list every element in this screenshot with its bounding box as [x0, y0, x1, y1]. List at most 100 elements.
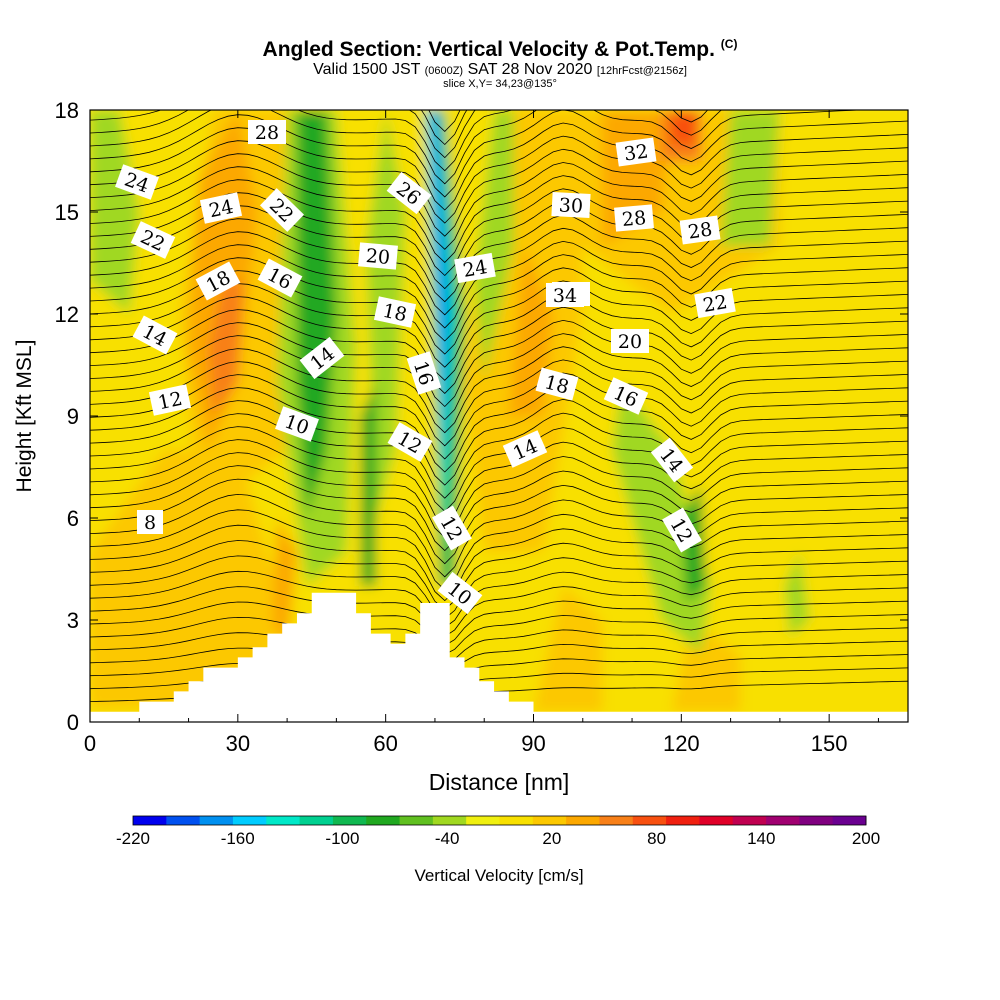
colorbar-swatch [532, 816, 567, 825]
colorbar-swatch [466, 816, 500, 825]
theta-contour-31 [90, 254, 908, 342]
contour-label-box [406, 351, 442, 395]
axis-ticks [89, 109, 908, 723]
theta-contour-43 [90, 110, 867, 185]
contour-label-box [615, 137, 657, 167]
contour-label: 24 [199, 192, 243, 224]
chart-subtitle: Valid 1500 JST (0600Z) SAT 28 Nov 2020 [… [0, 61, 1000, 79]
contour-label: 22 [694, 287, 736, 319]
colorbar-swatch [432, 816, 467, 825]
colorbar-swatch [366, 816, 401, 825]
y-tick-label: 18 [55, 98, 79, 123]
valid-time: Valid 1500 JST [313, 61, 421, 78]
theta-contour-44 [90, 110, 723, 172]
theta-contour-39 [90, 148, 908, 237]
contour-label-box [373, 296, 417, 328]
colorbar-swatch [732, 816, 767, 825]
theta-contour-17 [90, 439, 908, 525]
contour-label-text: 30 [558, 194, 583, 217]
theta-contour-19 [90, 412, 908, 499]
x-tick-label: 0 [84, 731, 96, 756]
contour-label-text: 8 [144, 512, 156, 534]
downdraft-upper-left [90, 110, 140, 314]
contour-label-text: 20 [618, 331, 642, 353]
theta-contour-26 [90, 319, 908, 408]
theta-contour-16 [90, 452, 908, 539]
updraft-max-top [671, 110, 697, 144]
theta-contour-42 [90, 110, 908, 198]
vertical-velocity-field [90, 110, 908, 722]
x-axis-label: Distance [nm] [429, 769, 570, 795]
contour-label: 28 [614, 204, 654, 232]
theta-contour-14 [90, 478, 908, 565]
theta-contour-38 [90, 162, 908, 250]
colorbar-swatch [299, 816, 334, 825]
theta-contour-41 [90, 122, 908, 211]
terrain-polygon [90, 592, 908, 722]
colorbar-swatch [699, 816, 734, 825]
x-tick-labels: 0 30 60 90 120 150 [84, 731, 848, 756]
y-tick-label: 12 [55, 302, 79, 327]
y-tick-label: 15 [55, 200, 79, 225]
contour-label: 18 [373, 296, 417, 328]
contour-label-text: 28 [621, 207, 647, 231]
contour-label: 20 [611, 329, 649, 353]
contour-label-box [259, 188, 305, 232]
utc-time: (0600Z) [424, 65, 464, 77]
theta-contour-22 [90, 372, 908, 460]
contour-label-text: 12 [156, 388, 184, 415]
contour-label-text: 18 [381, 300, 409, 327]
updraft-core-left [208, 280, 243, 416]
x-tick-label: 90 [521, 731, 545, 756]
colorbar-swatch [133, 816, 167, 825]
contour-label-box [115, 164, 159, 200]
contour-label-text: 34 [553, 285, 577, 307]
theta-contour-7 [90, 586, 908, 637]
contour-label-box [199, 192, 243, 224]
x-tick-label: 150 [811, 731, 848, 756]
contour-label-text: 28 [255, 122, 279, 144]
y-tick-label: 3 [67, 608, 79, 633]
contour-label-box [137, 510, 163, 534]
colorbar-swatch [666, 816, 700, 825]
colorbar-swatch [599, 816, 634, 825]
theta-contour-5 [90, 614, 908, 655]
contour-label-box [650, 437, 694, 483]
theta-contour-4 [90, 627, 908, 664]
theta-contour-2 [90, 654, 908, 682]
colorbar-swatch [199, 816, 234, 825]
theta-contour-20 [90, 398, 908, 486]
theta-contour-24 [90, 346, 908, 434]
slice-info: slice X,Y= 34,23@135° [443, 78, 557, 90]
contour-label-box [454, 252, 496, 284]
contour-label-box [132, 315, 178, 355]
theta-contour-27 [90, 306, 908, 394]
colorbar-frame [132, 815, 867, 826]
colorbar-swatch [332, 816, 367, 825]
theta-contour-40 [90, 135, 908, 224]
y-tick-label: 6 [67, 506, 79, 531]
forecast-info: [12hrFcst@2156z] [596, 65, 687, 77]
contour-label: 32 [615, 137, 657, 167]
colorbar-swatch [766, 816, 800, 825]
terrain-mask [90, 592, 908, 722]
colorbar-swatch [166, 816, 201, 825]
y-tick-label: 9 [67, 404, 79, 429]
theta-contour-33 [90, 227, 908, 316]
theta-contour-12 [90, 509, 908, 591]
theta-contour-13 [90, 493, 908, 578]
colorbar-tick-label: -160 [221, 829, 255, 848]
contour-label: 28 [679, 215, 721, 245]
theta-contour-37 [90, 175, 908, 263]
contour-label-text: 20 [365, 245, 391, 269]
contour-label-box [603, 377, 649, 415]
contour-label-box [535, 367, 579, 401]
colorbar-tick-labels: -220 -160 -100 -40 20 80 140 200 [116, 829, 880, 848]
contour-label-box [130, 221, 176, 259]
contour-label-text: 24 [461, 256, 489, 282]
theta-contour-15 [90, 465, 908, 552]
colorbar-swatch [499, 816, 534, 825]
contour-label-box [437, 571, 483, 615]
theta-contour-21 [90, 385, 908, 473]
